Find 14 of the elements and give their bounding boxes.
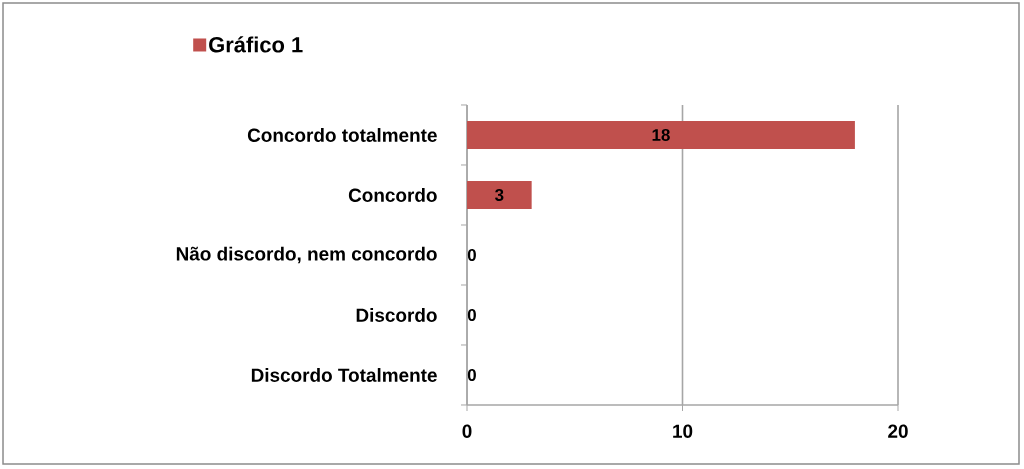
legend-label: Gráfico 1 xyxy=(209,36,303,53)
y-tick-label: Discordo Totalmente xyxy=(251,368,437,382)
data-label: 0 xyxy=(467,248,476,261)
y-tick-label: Concordo totalmente xyxy=(247,128,437,142)
data-label: 3 xyxy=(495,188,504,201)
data-label: 0 xyxy=(467,368,476,381)
y-tick-label: Discordo xyxy=(356,308,437,322)
y-tick-label: Concordo xyxy=(348,188,437,202)
x-tick-label: 0 xyxy=(462,424,472,438)
x-tick-label: 20 xyxy=(888,424,908,438)
data-label: 0 xyxy=(467,308,476,321)
x-tick-label: 10 xyxy=(673,424,693,438)
y-tick-label: Não discordo, nem concordo xyxy=(176,246,437,264)
data-label: 18 xyxy=(652,128,670,141)
